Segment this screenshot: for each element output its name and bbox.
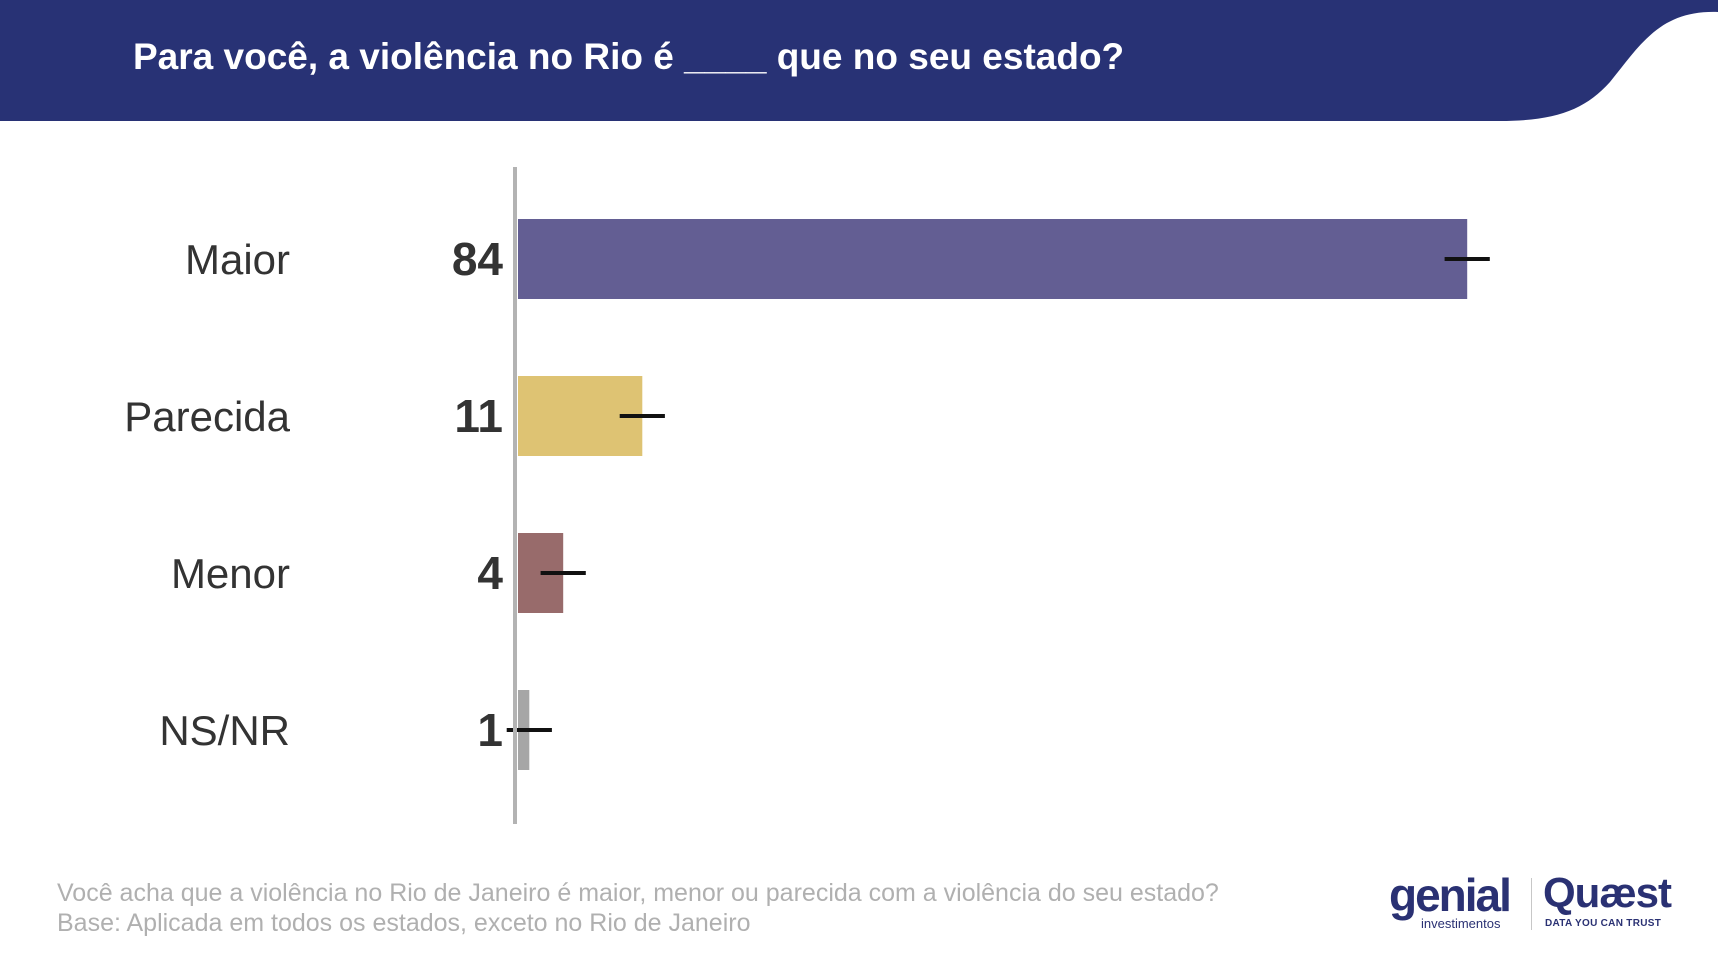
quaest-logo-subtitle: DATA YOU CAN TRUST bbox=[1545, 918, 1662, 929]
logos: genial investimentos Quæst DATA YOU CAN … bbox=[1385, 869, 1685, 938]
base-text: Base: Aplicada em todos os estados, exce… bbox=[57, 909, 751, 937]
value-label-parecida: 11 bbox=[454, 390, 503, 442]
question-text: Você acha que a violência no Rio de Jane… bbox=[57, 879, 1219, 907]
category-label-parecida: Parecida bbox=[124, 393, 290, 440]
category-label-maior: Maior bbox=[185, 236, 290, 283]
genial-logo: genial bbox=[1389, 869, 1512, 921]
page-title: Para você, a violência no Rio é ____ que… bbox=[133, 36, 1125, 77]
footer-notes: Você acha que a violência no Rio de Jane… bbox=[57, 878, 1219, 938]
logo-divider bbox=[1531, 878, 1532, 930]
header-banner: Para você, a violência no Rio é ____ que… bbox=[0, 0, 1718, 121]
header-background bbox=[0, 0, 1718, 121]
genial-logo-subtitle: investimentos bbox=[1421, 916, 1501, 931]
category-label-menor: Menor bbox=[171, 550, 290, 597]
bar-maior bbox=[518, 219, 1468, 299]
value-label-maior: 84 bbox=[452, 233, 504, 285]
category-label-ns-nr: NS/NR bbox=[159, 707, 290, 754]
value-label-menor: 4 bbox=[477, 547, 503, 599]
value-label-ns-nr: 1 bbox=[477, 704, 503, 756]
quaest-logo: Quæst bbox=[1543, 869, 1672, 916]
